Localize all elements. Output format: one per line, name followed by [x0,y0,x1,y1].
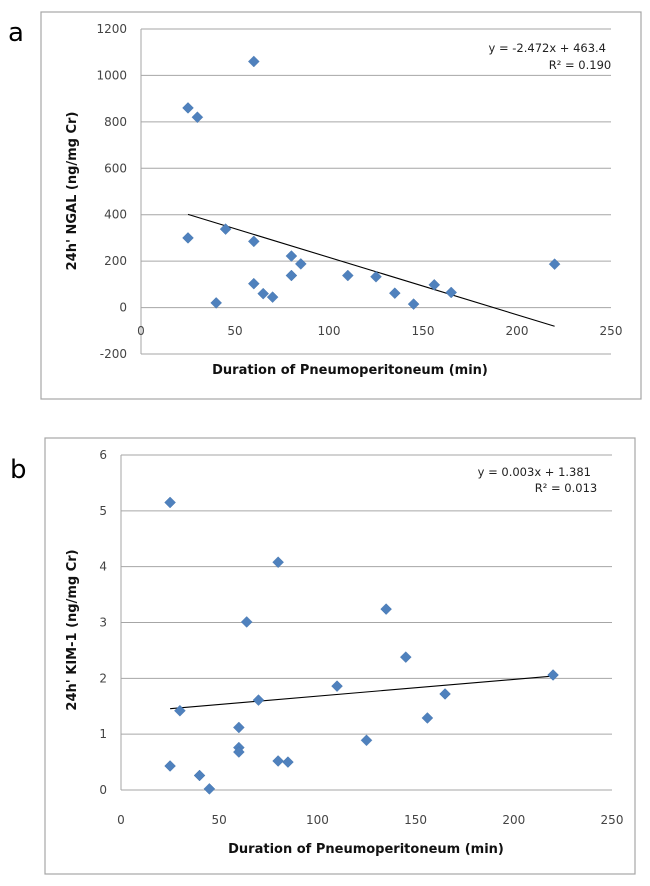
chart-b-data-point [203,783,216,795]
chart-a-data-point [407,298,420,310]
chart-a-ytick-label: 1200 [96,22,127,36]
chart-b-xtick-label: 50 [212,813,227,827]
chart-b-trendline [170,675,554,710]
chart-b-ytick-label: 2 [99,671,107,685]
chart-a-data-point [295,258,307,270]
chart-a-equation: y = -2.472x + 463.4 [489,41,607,55]
chart-b-data-point [360,734,373,747]
chart-b-data-point [547,669,559,681]
chart-b-data-point [272,556,284,568]
chart-a-data-point [548,258,561,270]
chart-b-data-point [399,651,412,663]
chart-b-frame [44,437,636,875]
chart-a-data-point [285,250,298,262]
chart-a-data-point [266,291,279,303]
chart-b-ylabel: 24h' KIM-1 (ng/mg Cr) [65,549,80,710]
chart-a-ytick-label: 400 [104,208,127,222]
chart-a-ytick-label: 0 [119,301,127,315]
chart-a-data-point [428,279,441,291]
chart-a-ylabel: 24h' NGAL (ng/mg Cr) [65,112,80,271]
chart-b-xtick-label: 100 [306,813,329,827]
chart-b-data-point [240,616,253,628]
chart-b-xtick-label: 0 [117,813,125,827]
chart-b-data-point [252,694,265,706]
chart-a-xtick-label: 150 [412,324,435,338]
chart-a-ytick-label: 800 [104,115,127,129]
chart-b-xtick-label: 250 [601,813,624,827]
chart-a-xtick-label: 50 [227,324,242,338]
chart-b-ytick-label: 1 [99,727,107,741]
chart-a-data-point [445,286,457,299]
chart-b-xtick-label: 150 [404,813,427,827]
chart-b-data-point [233,746,245,758]
panel-label-a: a [8,18,24,48]
chart-b-r-squared: R² = 0.013 [535,481,597,495]
chart-a-trendline [187,213,555,327]
chart-b-data-point [272,755,284,767]
chart-a-data-point [389,287,401,299]
chart-a-ytick-label: 600 [104,161,127,175]
chart-a-ytick-label: -200 [100,347,127,361]
chart-b-data-point [282,756,294,768]
chart-a-r-squared: R² = 0.190 [549,58,611,72]
chart-a-ytick-label: 1000 [96,68,127,82]
chart-a-data-point [342,269,354,282]
chart-a-data-point [257,287,269,300]
chart-b: 0 1 2 3 4 5 6 0 50 100 150 200 250 [99,448,623,827]
chart-b-ytick-label: 6 [99,448,107,462]
chart-b-data-point [174,704,186,717]
chart-b-data-point [439,688,451,700]
chart-a-data-point [182,102,194,114]
chart-a-xtick-label: 250 [600,324,623,338]
chart-b-xtick-label: 200 [502,813,525,827]
panel-label-b: b [10,455,27,485]
chart-a-xlabel: Duration of Pneumoperitoneum (min) [212,363,488,378]
chart-b-data-point [164,760,176,772]
chart-b-ytick-label: 3 [99,616,107,630]
chart-a-xtick-label: 100 [318,324,341,338]
chart-b-data-point [331,680,343,692]
chart-b-data-point [193,769,206,782]
chart-a-xtick-label: 0 [137,324,145,338]
chart-a-ytick-label: 200 [104,254,127,268]
chart-a-data-point [248,235,260,248]
chart-a-data-point [219,223,232,235]
chart-a-data-point [285,269,298,282]
chart-b-ytick-label: 5 [99,504,107,518]
chart-b-data-point [380,603,392,615]
chart-b-data-point [164,496,176,509]
chart-b-xlabel: Duration of Pneumoperitoneum (min) [228,842,504,857]
chart-a-data-point [191,111,204,123]
chart-b-data-point [421,712,434,724]
chart-a-xtick-label: 200 [506,324,529,338]
chart-b-ytick-label: 4 [99,560,107,574]
chart-b-equation: y = 0.003x + 1.381 [478,465,591,479]
chart-b-data-point [233,721,245,734]
chart-a-data-point [248,277,260,290]
chart-a-data-point [248,55,260,68]
chart-a-data-point [210,297,222,309]
chart-a-data-point [370,270,382,283]
chart-b-ytick-label: 0 [99,783,107,797]
chart-a-data-point [182,232,194,244]
chart-a: -200 0 200 400 600 800 1000 1200 0 50 100 150 200 250 [96,22,622,361]
